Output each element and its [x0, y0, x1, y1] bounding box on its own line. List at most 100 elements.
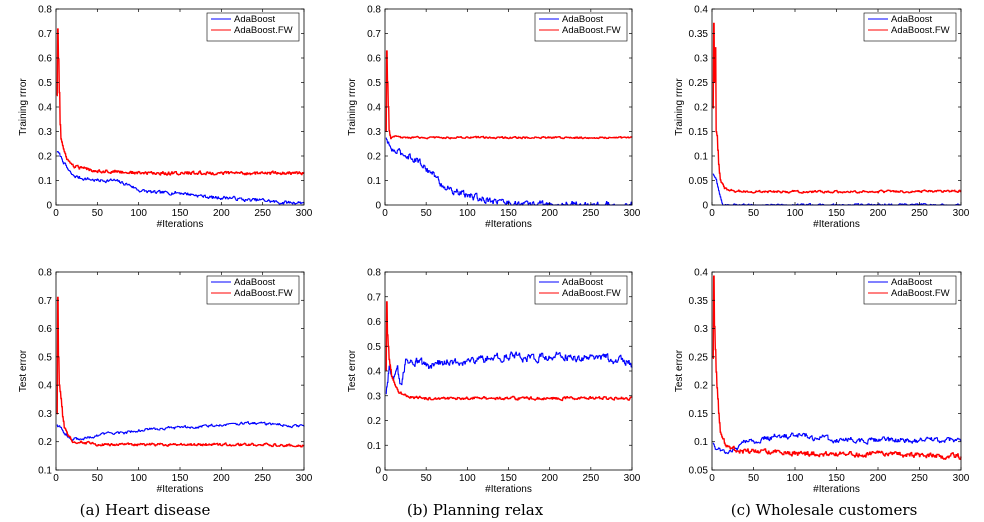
series-line-adaboost-fw — [385, 50, 633, 140]
y-tick-label: 0.2 — [367, 416, 381, 427]
x-axis-label: #Iterations — [813, 219, 860, 230]
series-line-adaboost-fw — [56, 296, 305, 448]
x-tick-label: 150 — [172, 473, 189, 484]
y-tick-label: 0.6 — [367, 317, 381, 328]
y-tick-label: 0.5 — [367, 342, 381, 353]
x-tick-label: 150 — [828, 473, 845, 484]
y-tick-label: 0.15 — [689, 409, 709, 420]
caption-a: (a) Heart disease — [80, 501, 211, 519]
y-tick-label: 0.2 — [694, 103, 708, 114]
y-tick-label: 0.2 — [38, 437, 52, 448]
y-tick-label: 0.8 — [367, 268, 381, 279]
series-line-adaboost-fw — [385, 301, 633, 402]
series-line-adaboost — [712, 432, 962, 455]
x-axis-label: #Iterations — [157, 219, 204, 230]
x-tick-label: 200 — [870, 208, 887, 219]
y-tick-label: 0.3 — [694, 54, 708, 65]
y-tick-label: 0 — [702, 201, 708, 212]
y-tick-label: 0.25 — [689, 352, 709, 363]
x-tick-label: 250 — [254, 208, 271, 219]
series-line-adaboost-fw — [712, 275, 962, 460]
x-tick-label: 250 — [911, 208, 928, 219]
y-tick-label: 0.5 — [367, 78, 381, 89]
y-tick-label: 0.3 — [38, 127, 52, 138]
x-tick-label: 250 — [582, 473, 599, 484]
y-tick-label: 0.7 — [367, 292, 381, 303]
x-tick-label: 50 — [421, 208, 433, 219]
x-tick-label: 150 — [500, 208, 517, 219]
x-tick-label: 150 — [828, 208, 845, 219]
x-tick-label: 50 — [92, 208, 104, 219]
series-line-adaboost — [56, 421, 305, 441]
legend-label-adaboost: AdaBoost — [234, 277, 276, 288]
x-tick-label: 0 — [53, 208, 59, 219]
y-tick-label: 0 — [46, 201, 52, 212]
legend-label-adaboost: AdaBoost — [562, 14, 604, 25]
x-tick-label: 250 — [582, 208, 599, 219]
legend-box — [863, 275, 957, 305]
chart-panel-1: 0 50 100 150 200 250 300 0 0.1 0.2 0.3 0.4 0.5 0.6 0.7… — [18, 5, 313, 231]
y-tick-label: 0.7 — [367, 29, 381, 40]
y-tick-label: 0.15 — [689, 127, 709, 138]
legend-box — [206, 275, 300, 305]
legend-box — [863, 12, 957, 42]
y-tick-label: 0.1 — [38, 466, 52, 477]
x-tick-label: 100 — [459, 473, 476, 484]
legend-label-adaboost: AdaBoost — [234, 14, 276, 25]
x-tick-label: 200 — [213, 473, 230, 484]
series-line-adaboost — [385, 137, 633, 206]
x-tick-label: 100 — [459, 208, 476, 219]
panels-group: 0 50 100 150 200 250 300 0 0.1 0.2 0.3 0.4 0.5 0.6 0.7… — [18, 5, 970, 496]
y-tick-label: 0.4 — [367, 367, 381, 378]
x-tick-label: 100 — [130, 208, 147, 219]
y-tick-label: 0.35 — [689, 29, 709, 40]
legend-label-adaboost: AdaBoost — [562, 277, 604, 288]
y-tick-label: 0.1 — [367, 441, 381, 452]
x-tick-label: 300 — [296, 208, 313, 219]
y-tick-label: 0.2 — [694, 381, 708, 392]
y-tick-label: 0.4 — [694, 268, 708, 279]
caption-c: (c) Wholesale customers — [731, 501, 918, 519]
x-tick-label: 150 — [500, 473, 517, 484]
y-tick-label: 0.6 — [38, 54, 52, 65]
y-tick-label: 0.6 — [38, 324, 52, 335]
y-tick-label: 0.05 — [689, 466, 709, 477]
y-tick-label: 0.5 — [38, 78, 52, 89]
series-line-adaboost-fw — [712, 22, 962, 194]
x-tick-label: 200 — [541, 208, 558, 219]
y-tick-label: 0.4 — [367, 103, 381, 114]
y-tick-label: 0.6 — [367, 54, 381, 65]
y-tick-label: 0.4 — [38, 381, 52, 392]
y-tick-label: 0.4 — [694, 5, 708, 16]
chart-panel-4: 0 50 100 150 200 250 300 0.1 0.2 0.3 0.4 0.5 0.6 0.7 0… — [18, 268, 313, 496]
legend-label-adaboost-fw: AdaBoost.FW — [891, 25, 950, 36]
y-tick-label: 0.3 — [38, 409, 52, 420]
y-tick-label: 0.35 — [689, 296, 709, 307]
x-axis-label: #Iterations — [813, 484, 860, 495]
y-tick-label: 0.7 — [38, 29, 52, 40]
y-axis-label: Test error — [674, 349, 685, 392]
y-tick-label: 0.5 — [38, 352, 52, 363]
chart-panel-3: 0 50 100 150 200 250 300 0 0.05 0.1 0.15 0.2 0.25 0.3… — [674, 5, 970, 231]
x-tick-label: 300 — [624, 208, 641, 219]
legend-label-adaboost-fw: AdaBoost.FW — [891, 288, 950, 299]
y-tick-label: 0.3 — [367, 127, 381, 138]
x-axis-label: #Iterations — [157, 484, 204, 495]
y-tick-label: 0.1 — [694, 152, 708, 163]
legend-box — [534, 275, 628, 305]
y-tick-label: 0.1 — [694, 437, 708, 448]
x-tick-label: 200 — [541, 473, 558, 484]
y-tick-label: 0.7 — [38, 296, 52, 307]
caption-b: (b) Planning relax — [407, 501, 544, 519]
y-axis-label: Training rrror — [347, 78, 358, 136]
series-line-adaboost — [56, 150, 305, 205]
x-tick-label: 300 — [953, 208, 970, 219]
x-tick-label: 0 — [382, 208, 388, 219]
x-tick-label: 250 — [254, 473, 271, 484]
y-tick-label: 0.3 — [694, 324, 708, 335]
y-tick-label: 0.4 — [38, 103, 52, 114]
series-line-adaboost-fw — [56, 28, 305, 176]
y-tick-label: 0.2 — [367, 152, 381, 163]
y-tick-label: 0.8 — [367, 5, 381, 16]
